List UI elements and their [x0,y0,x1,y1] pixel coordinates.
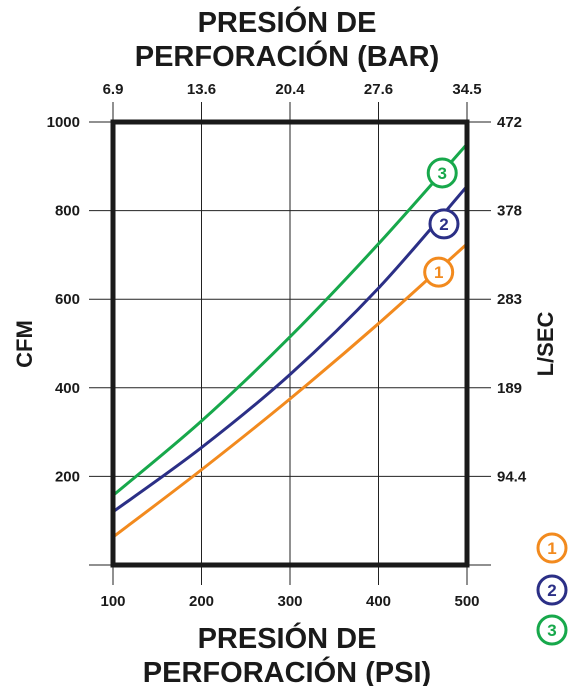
x-bottom-tick-label: 500 [454,593,479,610]
legend: 1 2 3 [536,532,568,646]
x-bottom-tick-label: 100 [100,593,125,610]
bottom-title-line-1: PRESIÓN DE [198,621,377,655]
x-bottom-tick-label: 200 [189,593,214,610]
bottom-title-line-2: PERFORACIÓN (PSI) [143,655,431,686]
curve-badges: 1 2 3 [423,157,460,288]
series-line-2 [112,185,469,514]
y-left-tick-label: 600 [55,291,80,308]
y-left-tick-label: 1000 [47,114,80,131]
legend-badge-3-circle [536,614,568,646]
x-top-tick-label: 20.4 [275,81,305,98]
curve-badge-2-circle [428,208,460,240]
y-right-tick-label: 472 [497,114,522,131]
y-right-tick-label: 283 [497,291,522,308]
legend-badge-2-label: 2 [547,581,556,600]
y-axis-right-label: L/SEC [533,312,558,377]
x-top-tick-label: 6.9 [103,81,124,98]
curve-badge-1-label: 1 [434,263,443,282]
y-left-tick-label: 200 [55,468,80,485]
plot-frame-border [110,119,470,568]
curve-badge-3-label: 3 [437,164,446,183]
x-bottom-tick-label: 400 [366,593,391,610]
series-line-3 [112,143,469,497]
tick-labels: 100 200 300 400 500 6.9 13.6 20.4 27.6 34.5 200 400… [47,81,527,610]
plot-frame [110,119,470,568]
curve-badge-2-label: 2 [439,215,448,234]
legend-badge-1-label: 1 [547,539,556,558]
y-left-tick-label: 800 [55,203,80,220]
x-top-tick-label: 27.6 [364,81,393,98]
top-title-line-2: PERFORACIÓN (BAR) [135,39,440,73]
y-axis-left-label: CFM [12,320,37,368]
y-right-tick-label: 378 [497,203,522,220]
x-top-tick-label: 34.5 [452,81,481,98]
curve-badge-1-circle [423,256,455,288]
x-bottom-tick-label: 300 [277,593,302,610]
legend-badge-1-circle [536,532,568,564]
legend-badge-2-circle [536,574,568,606]
top-title-line-1: PRESIÓN DE [198,5,377,39]
series-lines [112,143,469,539]
y-right-tick-label: 94.4 [497,468,527,485]
series-line-1 [112,242,469,539]
curve-badge-3-circle [426,157,458,189]
legend-badge-3-label: 3 [547,621,556,640]
y-right-tick-label: 189 [497,380,522,397]
y-left-tick-label: 400 [55,380,80,397]
x-top-tick-label: 13.6 [187,81,216,98]
